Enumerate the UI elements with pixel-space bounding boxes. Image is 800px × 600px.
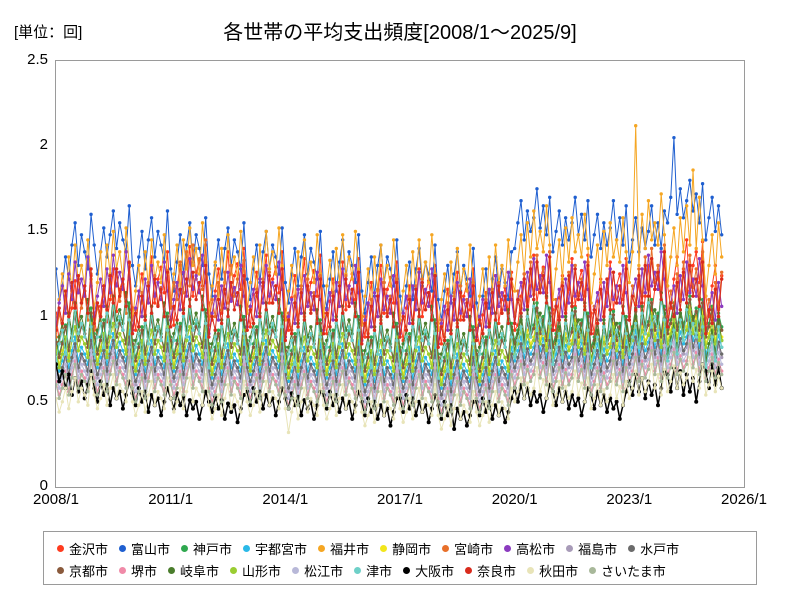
legend-item-水戸市[interactable]: 水戸市 <box>623 537 683 559</box>
x-tick-label: 2023/1 <box>606 491 653 508</box>
legend-item-京都市[interactable]: 京都市 <box>52 559 112 581</box>
series-19 <box>56 342 724 418</box>
legend-label: さいたま市 <box>601 563 666 579</box>
unit-label: [単位：回] <box>14 24 83 41</box>
legend-label: 金沢市 <box>69 541 109 557</box>
legend-item-津市[interactable]: 津市 <box>349 559 396 581</box>
legend-label: 京都市 <box>69 563 109 579</box>
legend-item-静岡市[interactable]: 静岡市 <box>375 537 435 559</box>
x-tick-label: 2008/1 <box>33 491 79 508</box>
legend-label: 津市 <box>366 563 393 579</box>
legend-marker-icon <box>52 564 68 576</box>
legend-item-奈良市[interactable]: 奈良市 <box>460 559 520 581</box>
legend-label: 松江市 <box>304 563 344 579</box>
legend-item-神戸市[interactable]: 神戸市 <box>176 537 236 559</box>
legend-item-高松市[interactable]: 高松市 <box>499 537 559 559</box>
legend-marker-icon <box>114 542 130 554</box>
legend-marker-icon <box>176 542 192 554</box>
series-17 <box>56 250 724 349</box>
legend-label: 静岡市 <box>392 541 432 557</box>
legend-item-大阪市[interactable]: 大阪市 <box>398 559 458 581</box>
legend-marker-icon <box>561 542 577 554</box>
x-tick-label: 2026/1 <box>721 491 767 508</box>
x-tick-label: 2014/1 <box>262 491 309 508</box>
legend-label: 水戸市 <box>640 541 680 557</box>
legend-item-さいたま市[interactable]: さいたま市 <box>584 559 670 581</box>
legend-item-富山市[interactable]: 富山市 <box>114 537 174 559</box>
legend-item-福井市[interactable]: 福井市 <box>313 537 373 559</box>
legend-item-堺市[interactable]: 堺市 <box>114 559 161 581</box>
legend-item-岐阜市[interactable]: 岐阜市 <box>163 559 223 581</box>
legend-item-福島市[interactable]: 福島市 <box>561 537 621 559</box>
legend-marker-icon <box>225 564 241 576</box>
legend-item-山形市[interactable]: 山形市 <box>225 559 285 581</box>
x-tick-label: 2011/1 <box>148 491 194 508</box>
y-tick-label: 0.5 <box>27 391 48 409</box>
y-tick-label: 1.5 <box>27 221 48 239</box>
plot-area <box>55 60 745 488</box>
legend-label: 大阪市 <box>415 563 455 579</box>
legend-marker-icon <box>375 542 391 554</box>
legend-row: 金沢市 富山市 神戸市 宇都宮市 福井市 静岡市 宮崎市 高松市 福島市 水戸市 <box>52 537 750 559</box>
legend-marker-icon <box>238 542 254 554</box>
y-tick-label: 2 <box>39 136 48 154</box>
legend-label: 秋田市 <box>539 563 579 579</box>
series-15 <box>56 297 724 380</box>
legend-label: 福井市 <box>330 541 370 557</box>
series-canvas <box>56 124 724 435</box>
legend-item-秋田市[interactable]: 秋田市 <box>522 559 582 581</box>
y-tick-label: 0 <box>39 477 48 494</box>
legend-item-宇都宮市[interactable]: 宇都宮市 <box>238 537 311 559</box>
legend-item-松江市[interactable]: 松江市 <box>287 559 347 581</box>
legend-label: 高松市 <box>516 541 556 557</box>
legend-label: 宮崎市 <box>454 541 494 557</box>
legend: 金沢市 富山市 神戸市 宇都宮市 福井市 静岡市 宮崎市 高松市 福島市 水戸市京都市 堺市 岐阜市 山… <box>43 531 757 585</box>
legend-label: 神戸市 <box>193 541 233 557</box>
legend-label: 堺市 <box>131 563 158 579</box>
legend-item-金沢市[interactable]: 金沢市 <box>52 537 112 559</box>
legend-marker-icon <box>437 542 453 554</box>
legend-marker-icon <box>522 564 538 576</box>
x-tick-label: 2017/1 <box>377 491 423 508</box>
legend-marker-icon <box>398 564 414 576</box>
legend-marker-icon <box>52 542 68 554</box>
x-tick-label: 2020/1 <box>491 491 538 508</box>
legend-marker-icon <box>163 564 179 576</box>
y-tick-label: 2.5 <box>27 51 48 68</box>
legend-label: 岐阜市 <box>180 563 220 579</box>
legend-label: 福島市 <box>578 541 618 557</box>
legend-row: 京都市 堺市 岐阜市 山形市 松江市 津市 大阪市 奈良市 秋田市 さいたま市 <box>52 559 750 581</box>
series-18 <box>56 355 724 435</box>
legend-marker-icon <box>623 542 639 554</box>
legend-marker-icon <box>313 542 329 554</box>
legend-marker-icon <box>499 542 515 554</box>
chart-title: 各世帯の平均支出頻度[2008/1～2025/9] <box>223 22 577 44</box>
legend-marker-icon <box>349 564 365 576</box>
legend-marker-icon <box>114 564 130 576</box>
legend-label: 宇都宮市 <box>255 541 308 557</box>
legend-label: 奈良市 <box>477 563 517 579</box>
legend-label: 富山市 <box>131 541 171 557</box>
legend-marker-icon <box>460 564 476 576</box>
legend-label: 山形市 <box>242 563 282 579</box>
legend-marker-icon <box>287 564 303 576</box>
y-tick-label: 1 <box>39 306 48 324</box>
legend-marker-icon <box>584 564 600 576</box>
legend-item-宮崎市[interactable]: 宮崎市 <box>437 537 497 559</box>
